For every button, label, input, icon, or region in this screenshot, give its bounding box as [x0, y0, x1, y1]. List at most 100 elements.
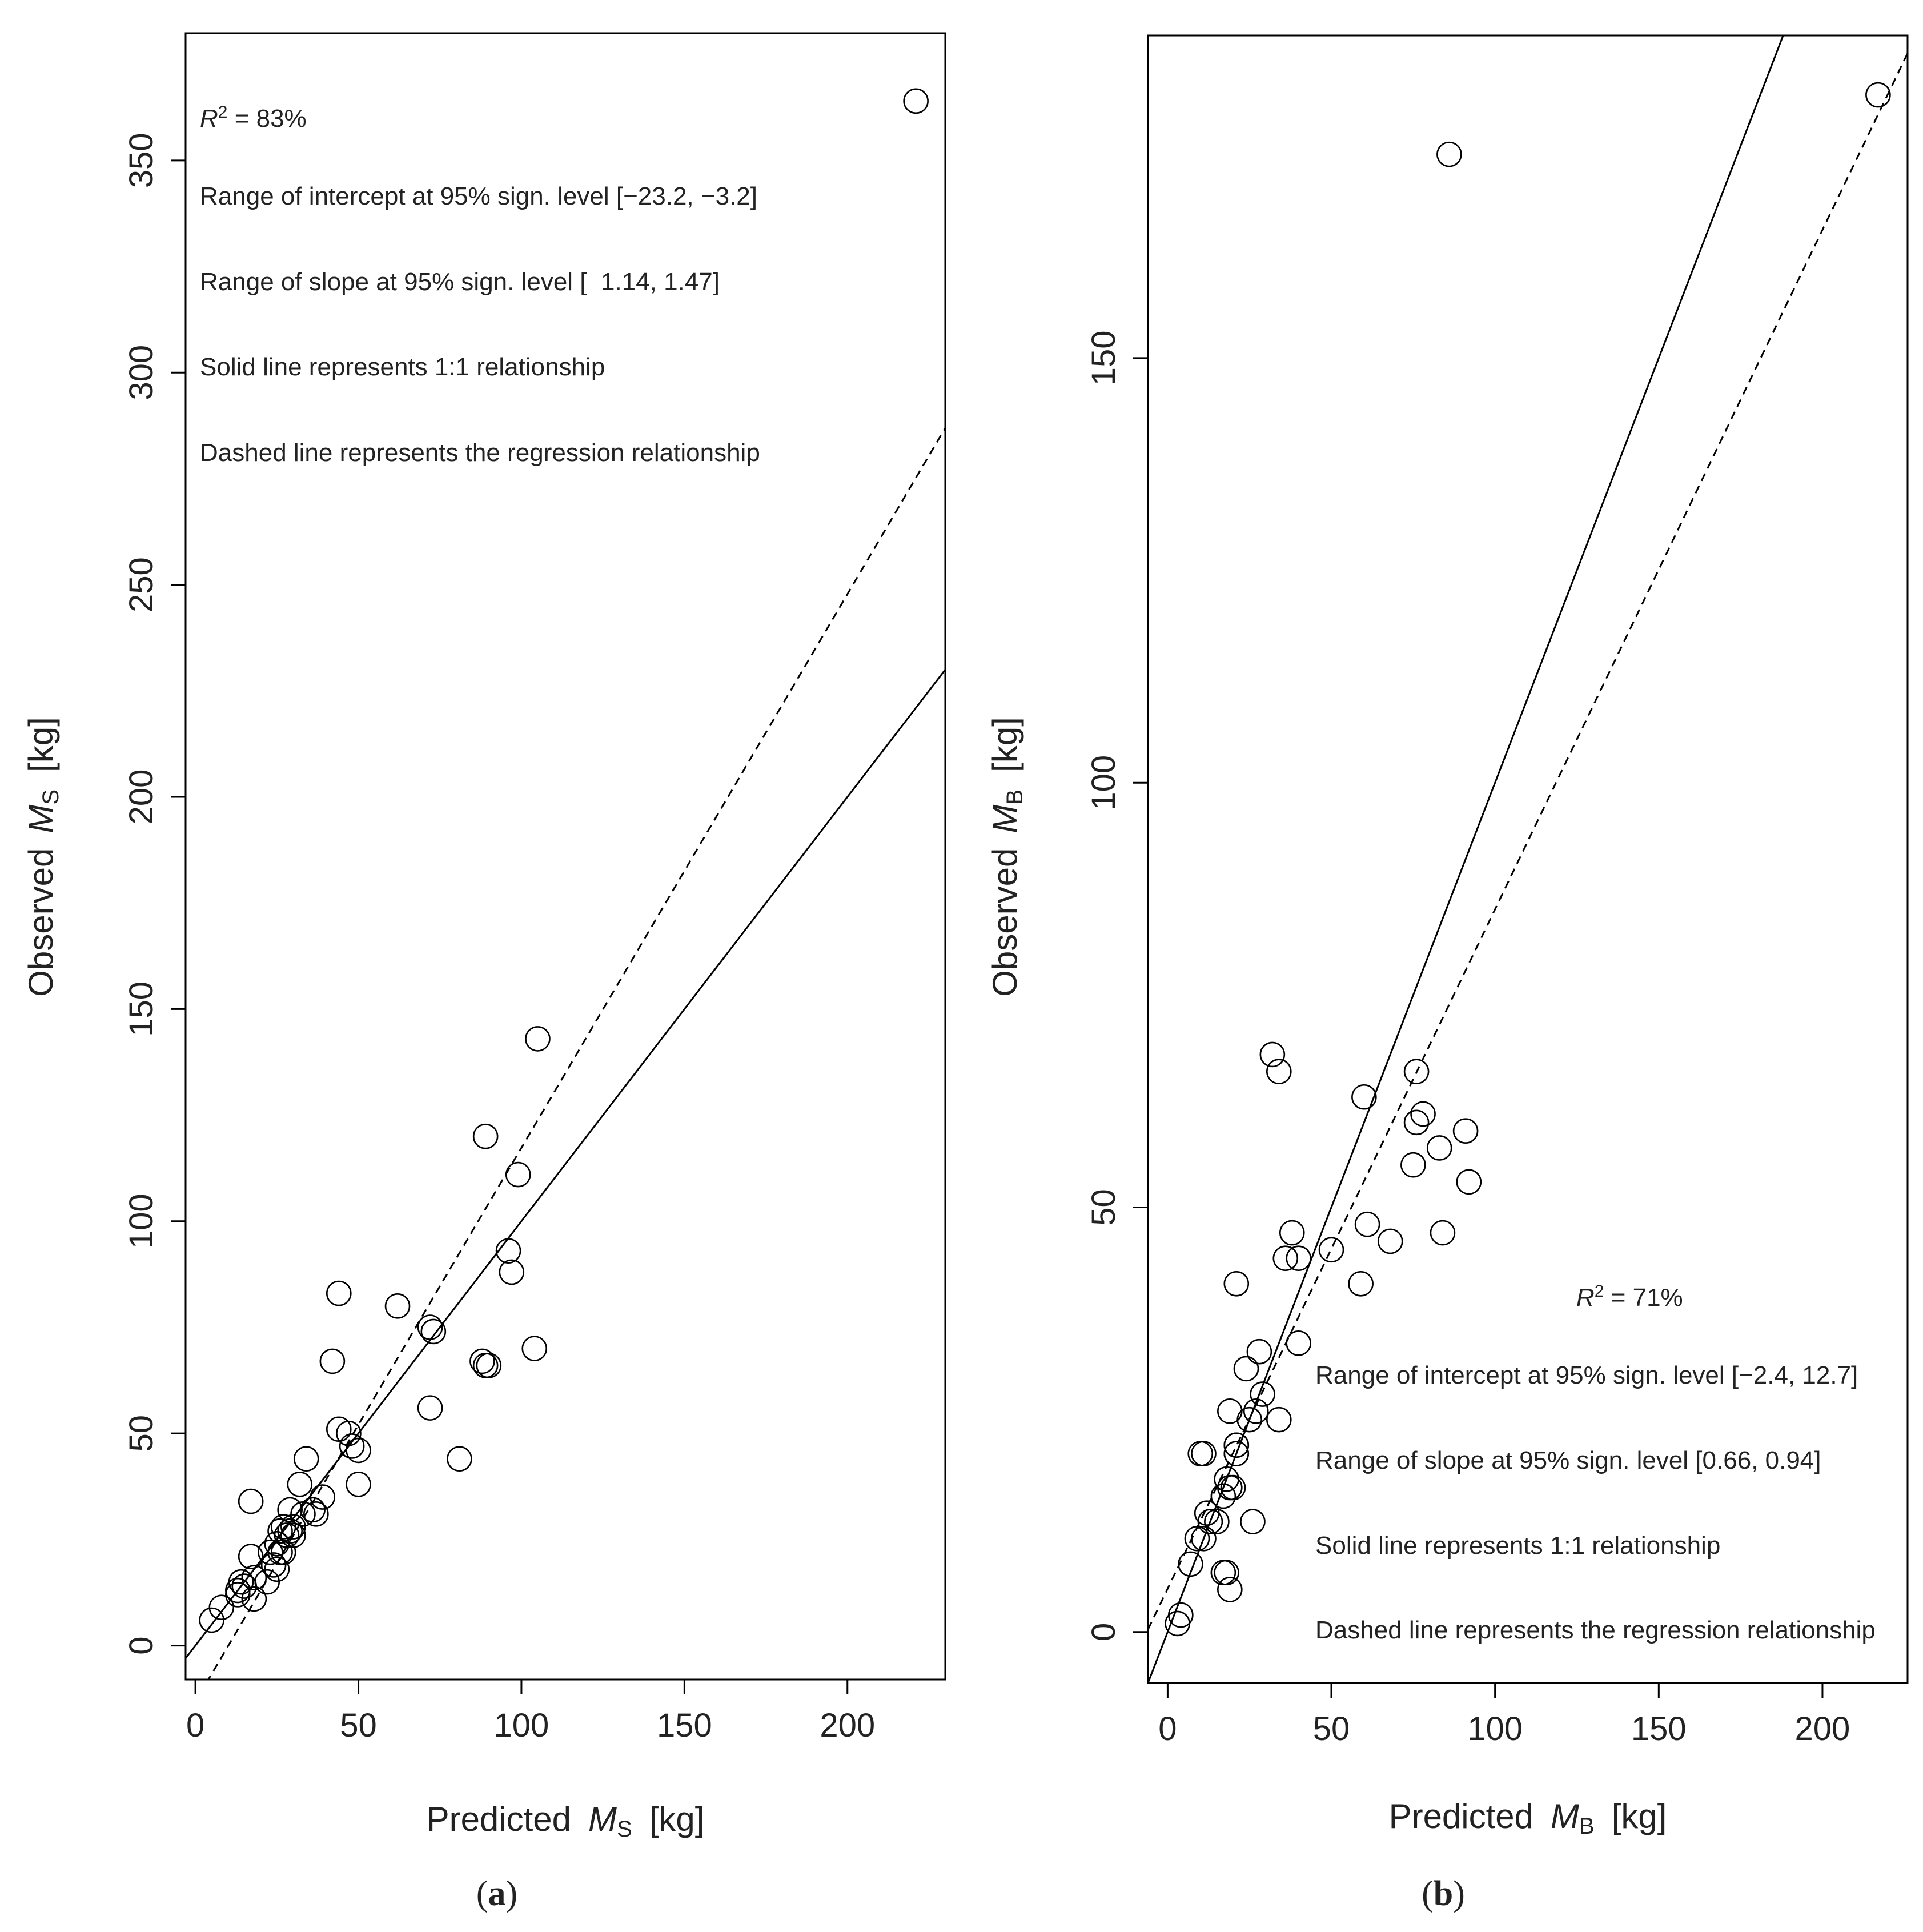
fit-lines-b — [1148, 35, 1908, 1683]
x-tick-label: 100 — [494, 1707, 549, 1744]
y-ticks-b: 0 50 100 150 — [1085, 331, 1148, 1641]
data-point — [258, 1539, 283, 1565]
data-point — [1279, 1220, 1305, 1246]
y-tick-label: 300 — [123, 345, 160, 400]
y-tick-label: 350 — [123, 133, 160, 188]
data-point — [472, 1123, 499, 1149]
data-point — [903, 88, 929, 114]
data-point — [287, 1472, 313, 1497]
data-point — [241, 1586, 267, 1612]
data-point — [447, 1446, 472, 1472]
data-point — [417, 1395, 443, 1421]
data-point — [1426, 1135, 1452, 1161]
y-tick-label: 0 — [123, 1636, 160, 1654]
data-point — [1351, 1084, 1377, 1110]
x-tick-label: 150 — [1631, 1710, 1687, 1747]
y-axis-title-b: ObservedMB[kg] — [986, 717, 1027, 997]
data-point — [1266, 1059, 1292, 1084]
y-ticks-a: 0 50 100 150 200 250 300 350 — [123, 133, 186, 1655]
data-point — [1354, 1211, 1380, 1237]
data-point — [1272, 1245, 1299, 1272]
slope-range-annotation-a: Range of slope at 95% sign. level [ 1.14… — [200, 268, 720, 296]
data-point — [420, 1318, 447, 1345]
data-point — [1377, 1228, 1403, 1254]
data-point — [1210, 1483, 1236, 1509]
data-point — [1217, 1474, 1243, 1501]
data-point — [293, 1446, 319, 1472]
data-point — [270, 1539, 296, 1565]
data-point — [1452, 1118, 1479, 1144]
data-point — [1318, 1237, 1344, 1263]
data-point — [225, 1577, 251, 1604]
data-point — [1865, 82, 1891, 108]
data-point — [1240, 1509, 1266, 1534]
y-tick-label: 150 — [1085, 331, 1122, 386]
data-point — [495, 1238, 521, 1264]
data-point — [417, 1314, 443, 1340]
dashed-line-annotation-b: Dashed line represents the regression re… — [1315, 1616, 1876, 1644]
data-point — [1400, 1152, 1426, 1178]
x-tick-label: 0 — [186, 1707, 204, 1744]
data-point — [476, 1353, 502, 1378]
data-point — [280, 1514, 306, 1540]
data-point — [264, 1556, 290, 1582]
data-point — [1403, 1059, 1430, 1084]
data-point — [1223, 1441, 1250, 1466]
y-tick-label: 50 — [1085, 1189, 1122, 1226]
regression-line-b — [1148, 53, 1908, 1630]
x-tick-label: 150 — [657, 1707, 712, 1744]
data-point — [274, 1522, 300, 1548]
x-axis-title-a: Predicted MS [kg] — [427, 1800, 705, 1842]
scatter-points-b — [1165, 82, 1891, 1637]
x-tick-label: 200 — [820, 1707, 875, 1744]
data-point — [1410, 1101, 1436, 1127]
data-point — [1184, 1525, 1210, 1552]
data-point — [1223, 1270, 1250, 1297]
data-point — [1165, 1610, 1190, 1637]
x-tick-label: 0 — [1158, 1710, 1177, 1747]
one-to-one-line-a — [186, 669, 945, 1659]
data-point — [1223, 1432, 1250, 1458]
r2-annotation-a: R2 = 83% — [200, 103, 307, 133]
y-tick-label: 150 — [123, 981, 160, 1037]
panel-b: 0 50 100 150 200 0 50 100 150 R2 = 71% Range of… — [986, 34, 1909, 1913]
data-point — [310, 1484, 336, 1510]
x-tick-label: 50 — [340, 1707, 377, 1744]
data-point — [346, 1437, 371, 1464]
data-point — [384, 1293, 411, 1319]
data-point — [499, 1259, 525, 1285]
scatter-points-a — [199, 88, 929, 1633]
data-point — [303, 1501, 329, 1527]
data-point — [1246, 1338, 1272, 1365]
x-tick-label: 50 — [1313, 1710, 1350, 1747]
data-point — [339, 1433, 365, 1459]
data-point — [231, 1573, 258, 1599]
data-point — [1430, 1220, 1456, 1246]
data-point — [1217, 1577, 1243, 1602]
y-tick-label: 100 — [1085, 755, 1122, 811]
data-point — [1436, 141, 1462, 167]
y-tick-label: 200 — [123, 769, 160, 825]
data-point — [1286, 1245, 1312, 1272]
y-tick-label: 0 — [1085, 1623, 1122, 1641]
dashed-line-annotation-a: Dashed line represents the regression re… — [200, 439, 760, 467]
data-point — [280, 1522, 306, 1548]
data-point — [1178, 1551, 1203, 1577]
solid-line-annotation-b: Solid line represents 1:1 relationship — [1315, 1532, 1720, 1560]
plot-frame-a — [184, 32, 946, 1681]
data-point — [277, 1497, 303, 1523]
data-point — [1456, 1169, 1482, 1195]
x-tick-label: 100 — [1467, 1710, 1523, 1747]
data-point — [208, 1594, 235, 1621]
data-point — [254, 1569, 280, 1595]
y-tick-label: 100 — [123, 1193, 160, 1249]
data-point — [1250, 1381, 1275, 1407]
data-point — [1187, 1441, 1214, 1466]
solid-line-annotation-a: Solid line represents 1:1 relationship — [200, 353, 605, 381]
data-point — [1266, 1406, 1292, 1433]
data-point — [1243, 1398, 1269, 1424]
data-point — [521, 1336, 548, 1361]
x-tick-label: 200 — [1795, 1710, 1850, 1747]
panel-label-b: (b) — [1422, 1874, 1465, 1913]
